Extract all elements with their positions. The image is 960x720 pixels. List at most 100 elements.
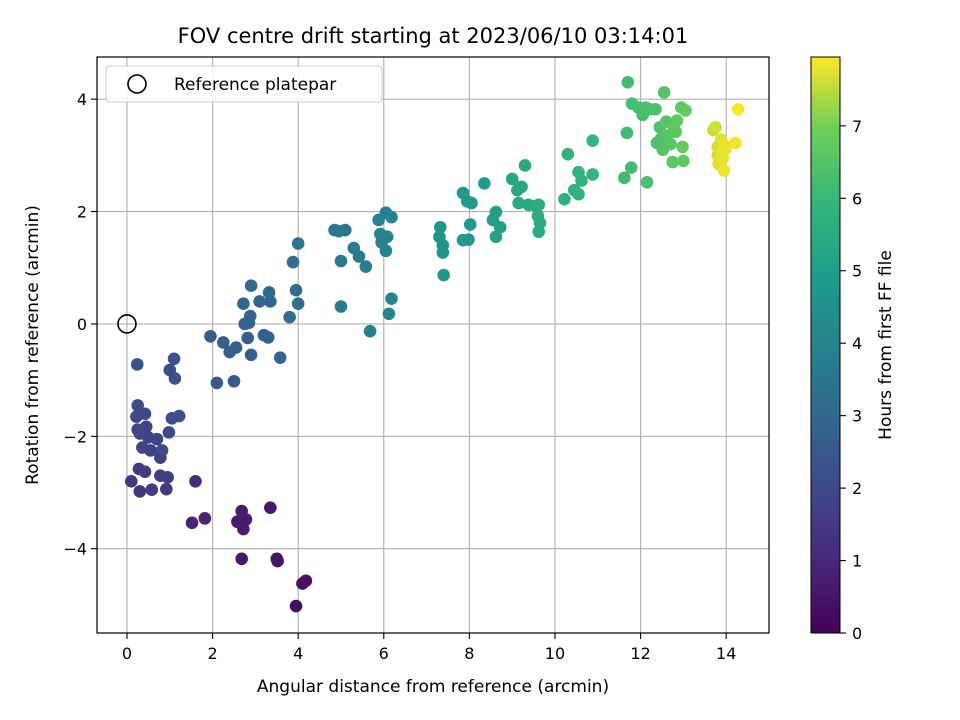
x-tick-label: 2 [207, 644, 217, 663]
colorbar-tick-label: 5 [852, 262, 862, 281]
data-point [334, 254, 348, 268]
data-point [334, 300, 348, 313]
data-point [185, 516, 199, 530]
data-point [621, 75, 635, 89]
data-point [363, 324, 377, 338]
colorbar-tick-label: 4 [852, 334, 862, 353]
colorbar-tick-label: 2 [852, 479, 862, 498]
data-point [561, 147, 575, 161]
legend: Reference platepar [105, 65, 383, 103]
data-point [204, 329, 217, 343]
legend-box [105, 65, 383, 103]
data-point [586, 168, 599, 181]
data-point [145, 483, 159, 497]
data-point [489, 230, 503, 244]
y-axis-label: Rotation from reference (arcmin) [23, 205, 43, 485]
data-point [512, 196, 525, 210]
data-point [618, 171, 631, 185]
data-point [235, 552, 248, 566]
data-point [385, 210, 398, 224]
data-point [172, 409, 186, 423]
data-point [237, 297, 250, 310]
data-point [575, 174, 588, 187]
y-tick-label: 4 [77, 90, 87, 109]
data-point [676, 140, 689, 154]
data-point [243, 309, 257, 323]
data-point [436, 246, 450, 259]
data-point [271, 554, 284, 568]
data-point [379, 244, 393, 258]
data-point [253, 295, 266, 308]
data-point [261, 331, 275, 344]
plot-frame [96, 56, 770, 634]
data-point [382, 307, 396, 321]
x-tick-label: 6 [379, 644, 389, 663]
data-point [532, 225, 546, 239]
data-point [216, 336, 230, 349]
data-point [518, 159, 532, 172]
data-point [478, 177, 491, 190]
data-point [189, 474, 202, 488]
colorbar-ticks: 0 1 2 3 4 5 6 7 [840, 117, 862, 643]
reference-platepar-marker [117, 314, 137, 334]
data-point [198, 512, 212, 525]
data-point [624, 161, 638, 175]
data-point [731, 102, 745, 116]
data-point [138, 465, 152, 479]
data-point [162, 426, 176, 439]
data-point [229, 341, 243, 354]
data-point [670, 114, 684, 127]
data-point [262, 286, 276, 299]
colorbar-tick-label: 1 [852, 552, 862, 571]
data-point [136, 441, 149, 454]
colorbar-tick-label: 0 [852, 624, 862, 643]
data-point [433, 220, 447, 234]
data-point [380, 230, 394, 244]
data-point [155, 444, 169, 457]
x-axis-label: Angular distance from reference (arcmin) [257, 677, 609, 697]
x-tick-label: 0 [122, 644, 132, 663]
data-point [291, 297, 305, 310]
grid [97, 57, 769, 633]
data-point [515, 180, 528, 194]
y-tick-label: 2 [77, 203, 87, 222]
data-point [586, 134, 599, 148]
data-point [620, 126, 634, 140]
x-axis-ticks: 0 2 4 6 8 10 12 14 [122, 633, 736, 663]
y-tick-label: −4 [63, 540, 87, 559]
data-point [299, 574, 313, 588]
data-point [167, 352, 181, 366]
colorbar-gradient [810, 56, 841, 634]
colorbar-tick-label: 7 [852, 117, 862, 136]
data-point [640, 176, 654, 189]
data-point [709, 120, 722, 134]
data-point [241, 331, 254, 345]
data-point [649, 102, 662, 116]
colorbar-tick-label: 3 [852, 407, 862, 426]
data-point [352, 250, 366, 263]
data-point [289, 283, 303, 297]
data-point [462, 233, 475, 246]
data-point [664, 137, 677, 151]
data-point [237, 522, 250, 536]
data-point [666, 155, 679, 169]
data-point [657, 86, 671, 99]
data-point [359, 260, 373, 273]
x-tick-label: 12 [630, 644, 650, 663]
data-point [719, 143, 732, 157]
colorbar-tick-label: 6 [852, 189, 862, 208]
data-point [572, 187, 585, 201]
data-point [286, 255, 300, 269]
data-point [133, 427, 147, 440]
data-point [493, 220, 507, 234]
data-point [489, 205, 503, 219]
chart-title: FOV centre drift starting at 2023/06/10 … [178, 24, 689, 48]
data-point [385, 292, 398, 305]
data-point [239, 513, 253, 526]
data-point [264, 501, 277, 514]
data-point [558, 192, 571, 206]
x-tick-label: 8 [464, 644, 474, 663]
data-point [168, 372, 182, 385]
colorbar-label: Hours from first FF file [876, 250, 896, 440]
